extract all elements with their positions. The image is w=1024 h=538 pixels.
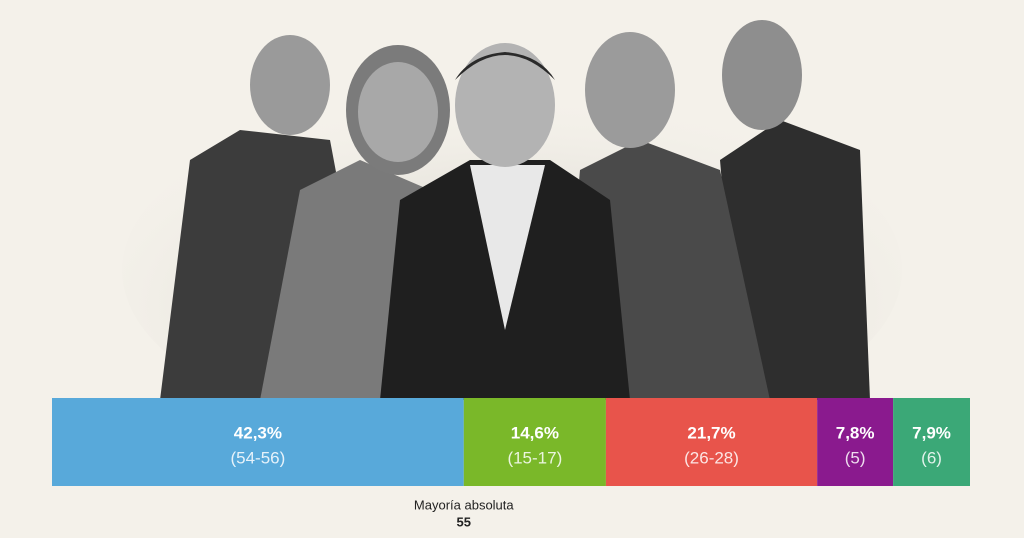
annotation-value: 55 xyxy=(457,514,471,529)
seat-label: (54-56) xyxy=(230,448,285,467)
bar-segment xyxy=(605,398,818,486)
seat-label: (5) xyxy=(845,448,866,467)
annotation-label: Mayoría absoluta xyxy=(414,497,514,512)
photo-collage xyxy=(122,20,902,450)
stacked-bar: 42,3% (54-56) 14,6% (15-17) 21,7% (26-28) 7,8%… xyxy=(52,398,970,529)
value-label: 7,8% xyxy=(836,423,875,442)
seat-label: (15-17) xyxy=(507,448,562,467)
bar-segment xyxy=(893,398,970,486)
bar-segment xyxy=(817,398,894,486)
bar-segment xyxy=(52,398,464,486)
value-label: 21,7% xyxy=(687,423,735,442)
value-label: 14,6% xyxy=(511,423,559,442)
value-label: 7,9% xyxy=(912,423,951,442)
seat-label: (26-28) xyxy=(684,448,739,467)
value-label: 42,3% xyxy=(234,423,282,442)
seat-label: (6) xyxy=(921,448,942,467)
bar-segment xyxy=(463,398,606,486)
